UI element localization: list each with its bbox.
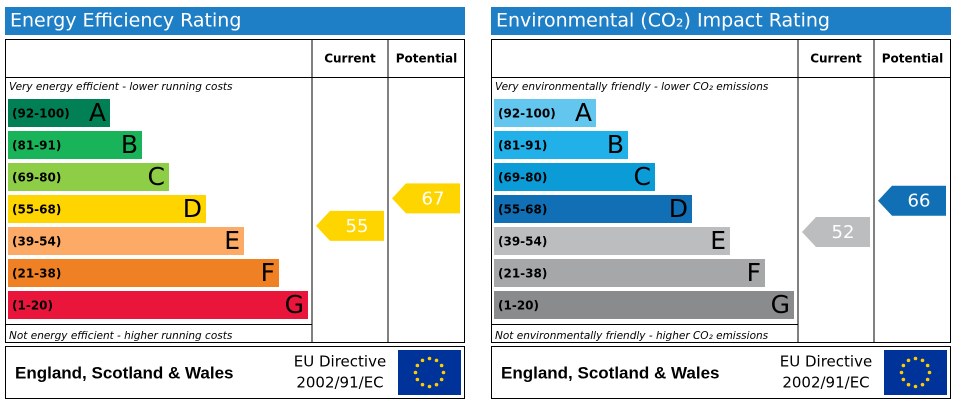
band-letter: G (771, 290, 790, 319)
band-range: (21-38) (12, 267, 61, 281)
band-letter: F (747, 258, 761, 287)
bottom-note: Not environmentally friendly - higher CO… (495, 330, 769, 342)
rating-band (8, 195, 206, 223)
rating-arrow (316, 210, 384, 241)
chart-frame (491, 39, 951, 343)
top-note: Very environmentally friendly - lower CO… (495, 81, 769, 93)
rating-arrow (802, 217, 870, 247)
eu-star (415, 363, 420, 368)
band-letter: A (89, 98, 106, 127)
rating-value: 66 (908, 191, 931, 212)
eu-star (441, 370, 446, 375)
directive-line: EU Directive (294, 353, 386, 371)
footer-region: England, Scotland & Wales (15, 363, 234, 382)
band-range: (1-20) (498, 299, 539, 313)
rating-band (494, 99, 596, 127)
band-letter: C (148, 162, 165, 191)
eu-star (913, 356, 918, 361)
band-letter: G (285, 290, 304, 319)
eu-star (906, 382, 911, 387)
column-header: Current (810, 52, 862, 66)
band-letter: E (224, 226, 240, 255)
rating-arrow (878, 185, 946, 216)
directive-line: 2002/91/EC (296, 374, 383, 392)
eu-star (415, 377, 420, 382)
column-header: Current (324, 52, 376, 66)
title-bar (491, 7, 951, 35)
band-range: (69-80) (12, 171, 61, 185)
eu-star (439, 363, 444, 368)
band-letter: C (634, 162, 651, 191)
band-range: (92-100) (498, 107, 556, 121)
eu-star (906, 358, 911, 363)
rating-band (8, 259, 279, 287)
band-range: (69-80) (498, 171, 547, 185)
rating-arrow (392, 183, 460, 214)
directive-line: EU Directive (780, 353, 872, 371)
rating-band (8, 291, 308, 319)
band-range: (39-54) (12, 235, 61, 249)
band-range: (81-91) (12, 139, 61, 153)
panel-title: Environmental (CO₂) Impact Rating (496, 10, 830, 32)
rating-panel: Energy Efficiency Rating Current Potential… (5, 7, 465, 399)
eu-star (439, 377, 444, 382)
eu-star (434, 382, 439, 387)
band-range: (39-54) (498, 235, 547, 249)
column-header: Potential (396, 52, 458, 66)
chart-frame (5, 39, 465, 343)
band-range: (55-68) (12, 203, 61, 217)
rating-band (8, 163, 169, 191)
rating-value: 55 (346, 216, 369, 237)
rating-band (494, 227, 730, 255)
title-bar (5, 7, 465, 35)
eu-star (920, 358, 925, 363)
band-letter: B (607, 130, 624, 159)
eu-star (427, 384, 432, 389)
rating-panel: Environmental (CO₂) Impact Rating Current… (491, 7, 951, 399)
band-range: (21-38) (498, 267, 547, 281)
eu-star (901, 377, 906, 382)
eu-star (434, 358, 439, 363)
eu-star (420, 382, 425, 387)
rating-band (8, 131, 142, 159)
eu-star (899, 370, 904, 375)
top-note: Very energy efficient - lower running co… (9, 81, 233, 93)
eu-star (427, 356, 432, 361)
rating-value: 67 (422, 188, 445, 209)
panel-title: Energy Efficiency Rating (10, 10, 241, 32)
band-range: (55-68) (498, 203, 547, 217)
rating-band (494, 259, 765, 287)
eu-star (420, 358, 425, 363)
footer-frame (5, 346, 465, 399)
band-range: (81-91) (498, 139, 547, 153)
rating-band (494, 163, 655, 191)
rating-band (494, 195, 692, 223)
directive-line: 2002/91/EC (782, 374, 869, 392)
rating-band (494, 291, 794, 319)
rating-band (8, 227, 244, 255)
band-letter: D (183, 194, 202, 223)
band-letter: D (669, 194, 688, 223)
footer-region: England, Scotland & Wales (501, 363, 720, 382)
eu-star (413, 370, 418, 375)
band-range: (92-100) (12, 107, 70, 121)
band-letter: E (710, 226, 726, 255)
band-range: (1-20) (12, 299, 53, 313)
eu-star (927, 370, 932, 375)
rating-value: 52 (832, 222, 855, 243)
rating-band (8, 99, 110, 127)
band-letter: B (121, 130, 138, 159)
eu-star (901, 363, 906, 368)
band-letter: F (261, 258, 275, 287)
footer-frame (491, 346, 951, 399)
eu-star (925, 363, 930, 368)
eu-star (920, 382, 925, 387)
bottom-note: Not energy efficient - higher running co… (9, 330, 233, 342)
column-header: Potential (882, 52, 944, 66)
eu-star (925, 377, 930, 382)
eu-star (913, 384, 918, 389)
band-letter: A (575, 98, 592, 127)
rating-band (494, 131, 628, 159)
